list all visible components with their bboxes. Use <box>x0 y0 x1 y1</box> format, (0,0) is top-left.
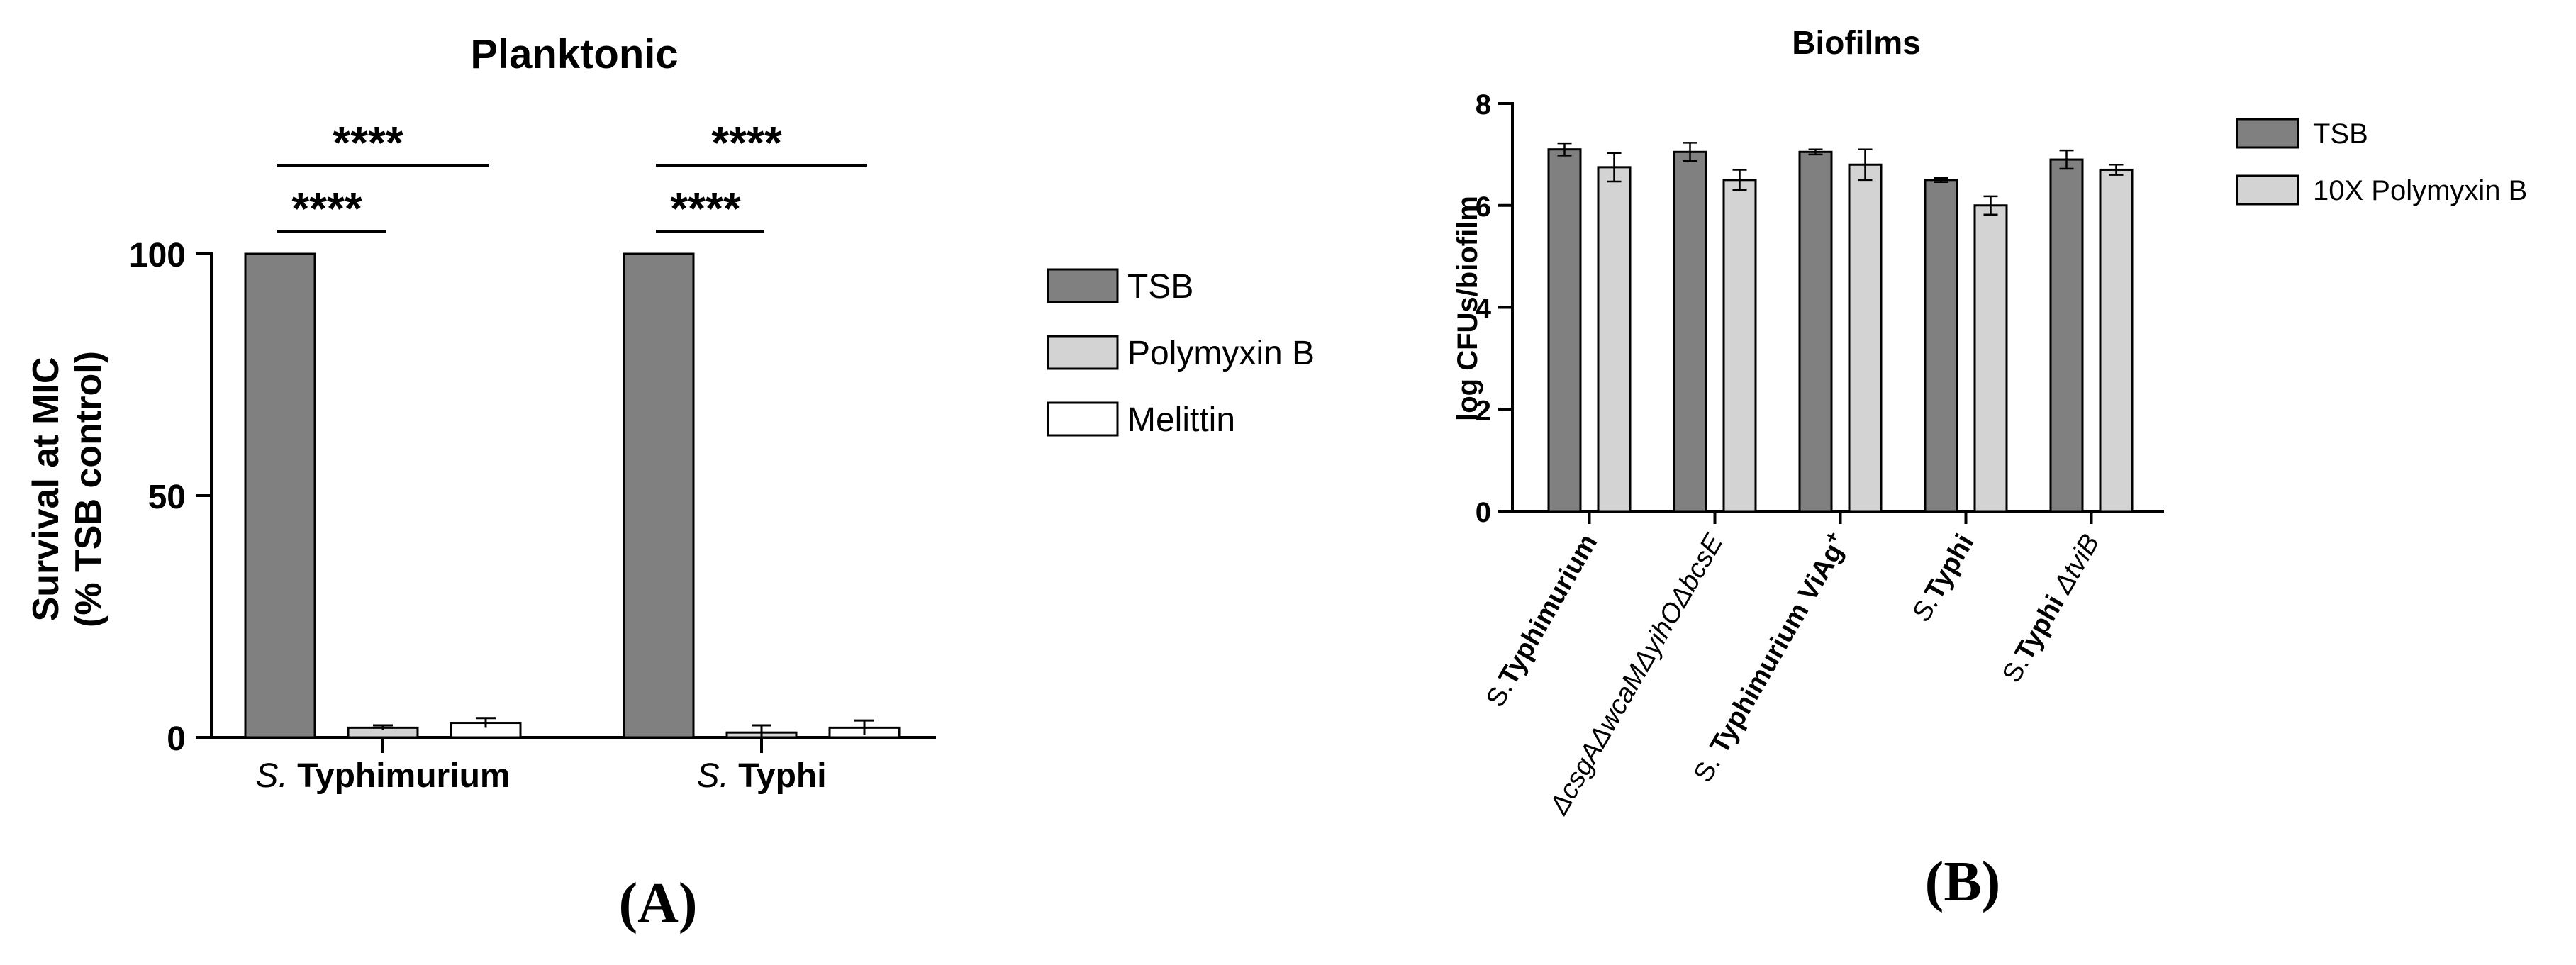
panel-b-x-label-part: Typhi <box>2009 584 2074 665</box>
panel-a-significance: **** **** **** **** <box>277 117 867 234</box>
panel-b-y-tick-label: 6 <box>1476 191 1491 223</box>
panel-b-x-label-part: ΔtviB <box>2048 530 2105 600</box>
panel-b-x-tick-label: S.Typhimurium <box>1481 530 1603 713</box>
panel-a-significance-label: **** <box>291 183 362 234</box>
panel-b-label: (B) <box>1925 851 2001 913</box>
panel-a-x-labels: S. Typhimurium S. Typhi <box>255 737 827 795</box>
panel-a-x-label-bold: Typhi <box>729 757 827 795</box>
panel-b-title: Biofilms <box>1792 24 1920 61</box>
panel-b-y-tick-label: 4 <box>1476 294 1492 325</box>
panel-a-bar <box>244 252 316 739</box>
panel-a-y-tick-label: 100 <box>129 237 186 274</box>
panel-b-bar <box>1848 163 1883 513</box>
panel-b-x-label-part: Typhi <box>1919 530 1980 605</box>
panel-b-y-axis-label: log CFUs/biofilm <box>1452 196 1483 421</box>
panel-a-bars <box>244 252 901 739</box>
panel-b-legend-swatch <box>2236 118 2299 149</box>
panel-b-bar <box>1597 166 1632 513</box>
panel-b-bar <box>1798 150 1833 513</box>
panel-a-significance-label: **** <box>333 117 403 168</box>
panel-b-legend-swatch <box>2236 174 2299 206</box>
panel-b-x-tick-label: S.Typhi ΔtviB <box>1997 530 2105 688</box>
panel-a-significance-label: **** <box>711 117 782 168</box>
panel-a-legend-swatch <box>1047 335 1119 370</box>
panel-b-bars <box>1547 142 2134 513</box>
panel-b-bar <box>1547 148 1582 513</box>
panel-b-y-tick-label: 8 <box>1476 89 1491 121</box>
panel-b-x-label-part: Typhimurium ViAg <box>1705 539 1849 759</box>
panel-a-title: Planktonic <box>470 31 678 77</box>
panel-a-legend-swatch <box>1047 268 1119 303</box>
panel-a-label: (A) <box>618 872 697 935</box>
panel-b-y-tick-label: 0 <box>1476 497 1491 528</box>
panel-b-bar <box>2049 158 2084 513</box>
panel-b-x-label-part: Typhimurium <box>1493 530 1603 691</box>
panel-b-legend-label: TSB <box>2313 118 2368 150</box>
panel-b-legend-label: 10X Polymyxin B <box>2313 175 2527 206</box>
panel-a-x-label-italic: S. <box>255 757 287 795</box>
panel-b-y-tick-label: 2 <box>1476 395 1491 426</box>
panel-b-bar <box>2099 168 2134 513</box>
panel-a-legend-swatch <box>1047 401 1119 437</box>
panel-a-y-tick-label: 0 <box>167 720 186 758</box>
panel-b-bar <box>1924 179 1958 513</box>
panel-b-chart: Biofilms log CFUs/biofilm 0 2 4 6 8 S.Typhim… <box>1452 24 2527 913</box>
panel-a-bar <box>623 252 695 739</box>
panel-a-legend-label: Melittin <box>1127 401 1235 439</box>
panel-a-y-axis-label: Survival at MIC (% TSB control) <box>26 351 109 627</box>
panel-a-x-label-bold: Typhimurium <box>288 757 511 795</box>
panel-b-bar <box>1722 179 1757 513</box>
panel-a-chart: Planktonic Survival at MIC (% TSB contro… <box>26 31 1315 935</box>
panel-a-x-tick-label: S. Typhimurium <box>255 757 510 795</box>
panel-a-legend-label: Polymyxin B <box>1127 335 1315 372</box>
panel-a-legend: TSB Polymyxin B Melittin <box>1047 268 1315 439</box>
panel-b-bar <box>1973 204 2008 513</box>
panel-a-axes: 0 50 100 <box>129 237 936 758</box>
panel-a-y-label-line2: (% TSB control) <box>68 351 109 627</box>
panel-a-legend-label: TSB <box>1127 268 1193 306</box>
panel-a-x-label-italic: S. <box>696 757 728 795</box>
panel-b-x-tick-label: S.Typhi <box>1907 530 1980 627</box>
panel-b-y-label: log CFUs/biofilm <box>1452 196 1483 421</box>
panel-a-x-tick-label: S. Typhi <box>696 757 826 795</box>
panel-b-bar <box>1673 150 1707 513</box>
panel-b-legend: TSB 10X Polymyxin B <box>2236 118 2527 206</box>
panel-a-y-label-line1: Survival at MIC <box>26 357 67 622</box>
panel-a-significance-label: **** <box>670 183 741 234</box>
panel-a-y-tick-label: 50 <box>148 479 186 516</box>
